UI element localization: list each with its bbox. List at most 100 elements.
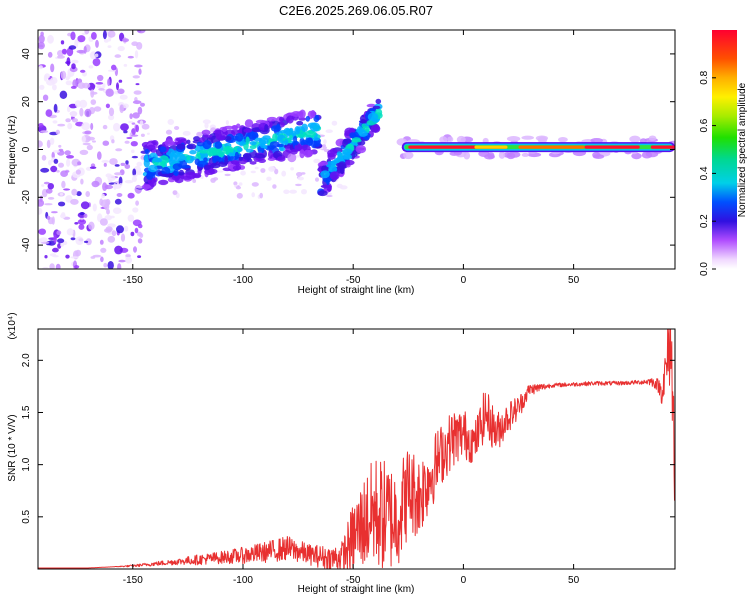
- spectrogram-x-tick-label: -150: [123, 275, 143, 286]
- spectrogram-noise-blob: [91, 180, 100, 188]
- spectrogram-noise-blob: [76, 191, 82, 197]
- spectrogram-noise-blob: [97, 74, 104, 82]
- spectrogram-noise-blob: [84, 130, 92, 135]
- spectrogram-noise-blob: [132, 100, 142, 105]
- spectrogram-noise-blob: [85, 238, 92, 246]
- spectrogram-noise-blob: [125, 254, 131, 258]
- spectrogram-trace-blob: [175, 137, 187, 142]
- spectrogram-trace-blob: [349, 127, 356, 134]
- spectrogram-trace-blob: [249, 141, 257, 146]
- spectrogram-noise-blob: [118, 176, 123, 186]
- spectrogram-noise-blob: [47, 183, 54, 190]
- spectrogram-trace-blob: [234, 151, 239, 160]
- spectrogram-trace-blob: [255, 153, 265, 159]
- spectrogram-haze-blob: [297, 176, 304, 181]
- spectrogram-noise-blob: [80, 201, 90, 210]
- spectrogram-trace-blob: [351, 138, 362, 143]
- spectrogram-trace-blob: [206, 147, 218, 157]
- spectrogram-noise-blob: [42, 266, 50, 269]
- spectrogram-noise-blob: [42, 94, 49, 101]
- spectrogram-noise-blob: [38, 44, 44, 48]
- spectrogram-haze-blob: [251, 192, 255, 198]
- spectrogram-trace-blob: [224, 155, 229, 166]
- spectrogram-trace-blob: [161, 166, 171, 175]
- spectrogram-noise-blob: [131, 128, 136, 136]
- spectrogram-haze-blob: [224, 173, 231, 177]
- spectrogram-trace-blob: [230, 160, 240, 165]
- spectrogram-noise-blob: [58, 201, 66, 207]
- spectrogram-noise-blob: [126, 137, 133, 139]
- spectrogram-x-tick-label: -50: [346, 275, 361, 286]
- spectrogram-trace-blob: [238, 156, 244, 161]
- spectrogram-noise-blob: [105, 226, 113, 232]
- spectrogram-haze-blob: [323, 139, 327, 145]
- spectrogram-y-tick-label: 40: [21, 48, 32, 60]
- spectrogram-noise-blob: [119, 183, 123, 187]
- spectrogram-noise-blob: [90, 256, 96, 259]
- colorbar-tick-label: 0.4: [699, 166, 710, 180]
- spectrogram-trace-blob: [236, 123, 241, 129]
- spectrogram-noise-blob: [50, 63, 55, 73]
- spectrogram-noise-blob: [57, 123, 66, 127]
- spectrogram-noise-blob: [105, 88, 114, 97]
- spectrogram-noise-blob: [125, 256, 133, 264]
- spectrogram-noise-blob: [85, 191, 90, 197]
- spectrogram-noise-blob: [58, 144, 62, 148]
- spectrogram-noise-blob: [131, 41, 139, 46]
- spectrogram-noise-blob: [95, 39, 99, 48]
- spectrogram-haze-blob: [254, 166, 259, 170]
- spectrogram-trace-blob: [195, 153, 201, 160]
- spectrogram-haze-blob: [202, 119, 211, 124]
- spectrogram-noise-blob: [52, 247, 59, 253]
- spectrogram-noise-blob: [74, 265, 80, 269]
- spectrogram-trace-blob: [159, 146, 167, 153]
- spectrogram-trace-blob: [199, 149, 209, 154]
- spectrogram-noise-blob: [68, 45, 77, 50]
- spectrogram-haze-blob: [295, 183, 302, 187]
- chart-title: C2E6.2025.269.06.05.R07: [279, 3, 433, 18]
- spectrogram-trace-blob: [215, 130, 222, 138]
- spectrogram-noise-blob: [49, 263, 55, 269]
- spectrogram-noise-blob: [102, 140, 110, 146]
- spectrogram-trace-blob: [370, 124, 381, 133]
- spectrogram-noise-blob: [66, 158, 71, 167]
- snr-y-tick-label: 1.0: [21, 457, 32, 471]
- spectrogram-haze-blob: [139, 120, 144, 126]
- spectrogram-noise-blob: [38, 228, 46, 235]
- spectrogram-noise-blob: [135, 200, 140, 206]
- spectrogram-y-axis-title: Frequency (Hz): [7, 116, 18, 185]
- spectrogram-halo-blob: [558, 137, 568, 143]
- spectrogram-haze-blob: [300, 172, 306, 175]
- spectrogram-noise-blob: [114, 164, 120, 167]
- spectrogram-noise-blob: [38, 140, 43, 148]
- spectrogram-noise-blob: [103, 262, 108, 268]
- spectrogram-trace-blob: [196, 141, 205, 147]
- spectrogram-noise-blob: [101, 159, 110, 163]
- spectrogram-noise-blob: [72, 79, 78, 88]
- spectrogram-noise-blob: [51, 216, 55, 225]
- spectrogram-noise-blob: [61, 180, 66, 189]
- colorbar-title: Normalized spectral amplitude: [737, 82, 748, 217]
- spectrogram-y-tick-label: -20: [21, 190, 32, 205]
- spectrogram-noise-blob: [82, 135, 86, 143]
- spectrogram-haze-blob: [210, 177, 216, 183]
- spectrogram-noise-blob: [71, 63, 76, 70]
- spectrogram-halo-blob: [484, 153, 495, 160]
- spectrogram-noise-blob: [113, 183, 117, 190]
- spectrogram-x-tick-label: 50: [568, 275, 580, 286]
- spectrogram-halo-blob: [456, 135, 466, 144]
- spectrogram-haze-blob: [313, 158, 321, 164]
- spectrogram-noise-blob: [75, 249, 81, 257]
- spectrogram-trace-blob: [307, 149, 314, 157]
- spectrogram-noise-blob: [102, 83, 106, 88]
- spectrogram-noise-blob: [117, 263, 122, 269]
- spectrogram-trace-blob: [305, 115, 310, 122]
- snr-x-tick-label: 0: [461, 575, 467, 586]
- spectrogram-haze-blob: [301, 189, 307, 195]
- spectrogram-noise-blob: [125, 160, 129, 165]
- snr-x-tick-label: -100: [233, 575, 253, 586]
- spectrogram-noise-blob: [114, 245, 123, 255]
- spectrogram-haze-blob: [204, 122, 209, 129]
- spectrogram-noise-blob: [71, 188, 78, 196]
- spectrogram-noise-blob: [38, 123, 44, 128]
